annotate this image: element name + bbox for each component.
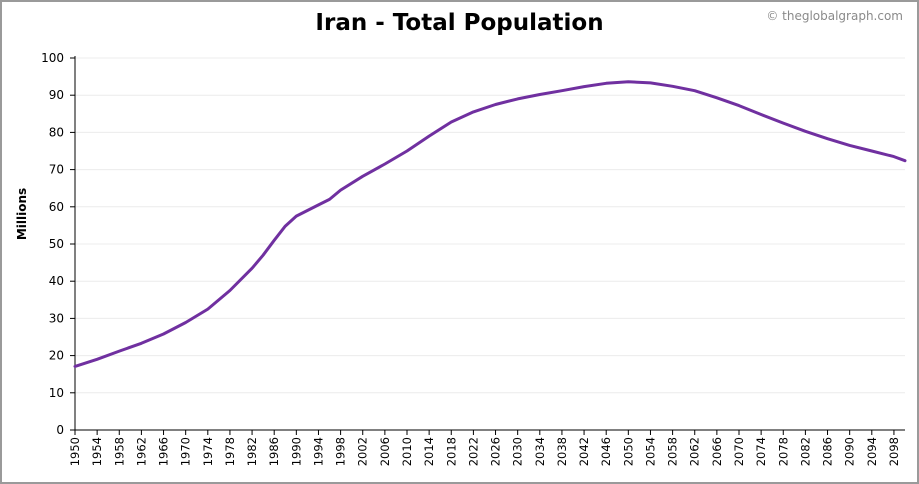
x-tick-label: 2086: [821, 437, 835, 466]
x-tick-label: 2026: [489, 437, 503, 466]
x-tick-label: 2030: [511, 437, 525, 466]
x-tick-label: 2054: [643, 437, 657, 466]
x-tick-label: 1974: [201, 437, 215, 466]
chart-title: Iran - Total Population: [315, 10, 604, 36]
y-tick-label: 0: [56, 423, 64, 437]
x-tick-label: 1998: [334, 437, 348, 466]
axes: [70, 56, 905, 435]
y-tick-label: 80: [49, 125, 64, 139]
x-tick-label: 2078: [776, 437, 790, 466]
x-tick-label: 2014: [422, 437, 436, 466]
x-tick-label: 2094: [865, 437, 879, 466]
x-tick-label: 1966: [157, 437, 171, 466]
x-tick-label: 2066: [710, 437, 724, 466]
x-tick-label: 2006: [378, 437, 392, 466]
x-tick-label: 2022: [466, 437, 480, 466]
x-tick-label: 2018: [444, 437, 458, 466]
x-tick-label: 2058: [666, 437, 680, 466]
credit-text: © theglobalgraph.com: [766, 9, 903, 23]
x-tick-label: 2062: [688, 437, 702, 466]
y-tick-label: 70: [49, 163, 64, 177]
x-tick-label: 2002: [356, 437, 370, 466]
x-tick-label: 2074: [754, 437, 768, 466]
series-group: [73, 80, 907, 368]
x-tick-label: 2050: [621, 437, 635, 466]
x-tick-label: 1978: [223, 437, 237, 466]
x-tick-label: 2010: [400, 437, 414, 466]
population-series-line: [73, 80, 907, 368]
x-tick-labels: 1950 1954 1958 1962 1966 1970 1974 1978 1982 1986…: [68, 437, 901, 466]
x-tick-label: 2082: [798, 437, 812, 466]
x-tick-label: 2042: [577, 437, 591, 466]
grid-lines: [75, 57, 905, 394]
y-axis-label: Millions: [15, 188, 29, 240]
x-tick-label: 2090: [843, 437, 857, 466]
x-tick-label: 1982: [245, 437, 259, 466]
x-tick-label: 1970: [179, 437, 193, 466]
x-tick-label: 1958: [112, 437, 126, 466]
x-tick-label: 1994: [311, 437, 325, 466]
y-tick-label: 50: [49, 237, 64, 251]
x-tick-label: 1986: [267, 437, 281, 466]
x-tick-label: 1990: [289, 437, 303, 466]
x-tick-label: 2070: [732, 437, 746, 466]
x-tick-label: 2046: [599, 437, 613, 466]
y-tick-label: 100: [41, 51, 64, 65]
y-tick-label: 90: [49, 88, 64, 102]
y-tick-label: 10: [49, 386, 64, 400]
x-tick-label: 1954: [90, 437, 104, 466]
y-tick-label: 30: [49, 311, 64, 325]
x-tick-label: 1950: [68, 437, 82, 466]
y-tick-label: 40: [49, 274, 64, 288]
y-tick-label: 20: [49, 349, 64, 363]
y-tick-label: 60: [49, 200, 64, 214]
x-tick-label: 2098: [887, 437, 901, 466]
y-tick-labels: 0 10 20 30 40 50 60 70 80 90 100: [41, 51, 64, 437]
x-tick-label: 1962: [134, 437, 148, 466]
x-tick-label: 2038: [555, 437, 569, 466]
x-tick-label: 2034: [533, 437, 547, 466]
